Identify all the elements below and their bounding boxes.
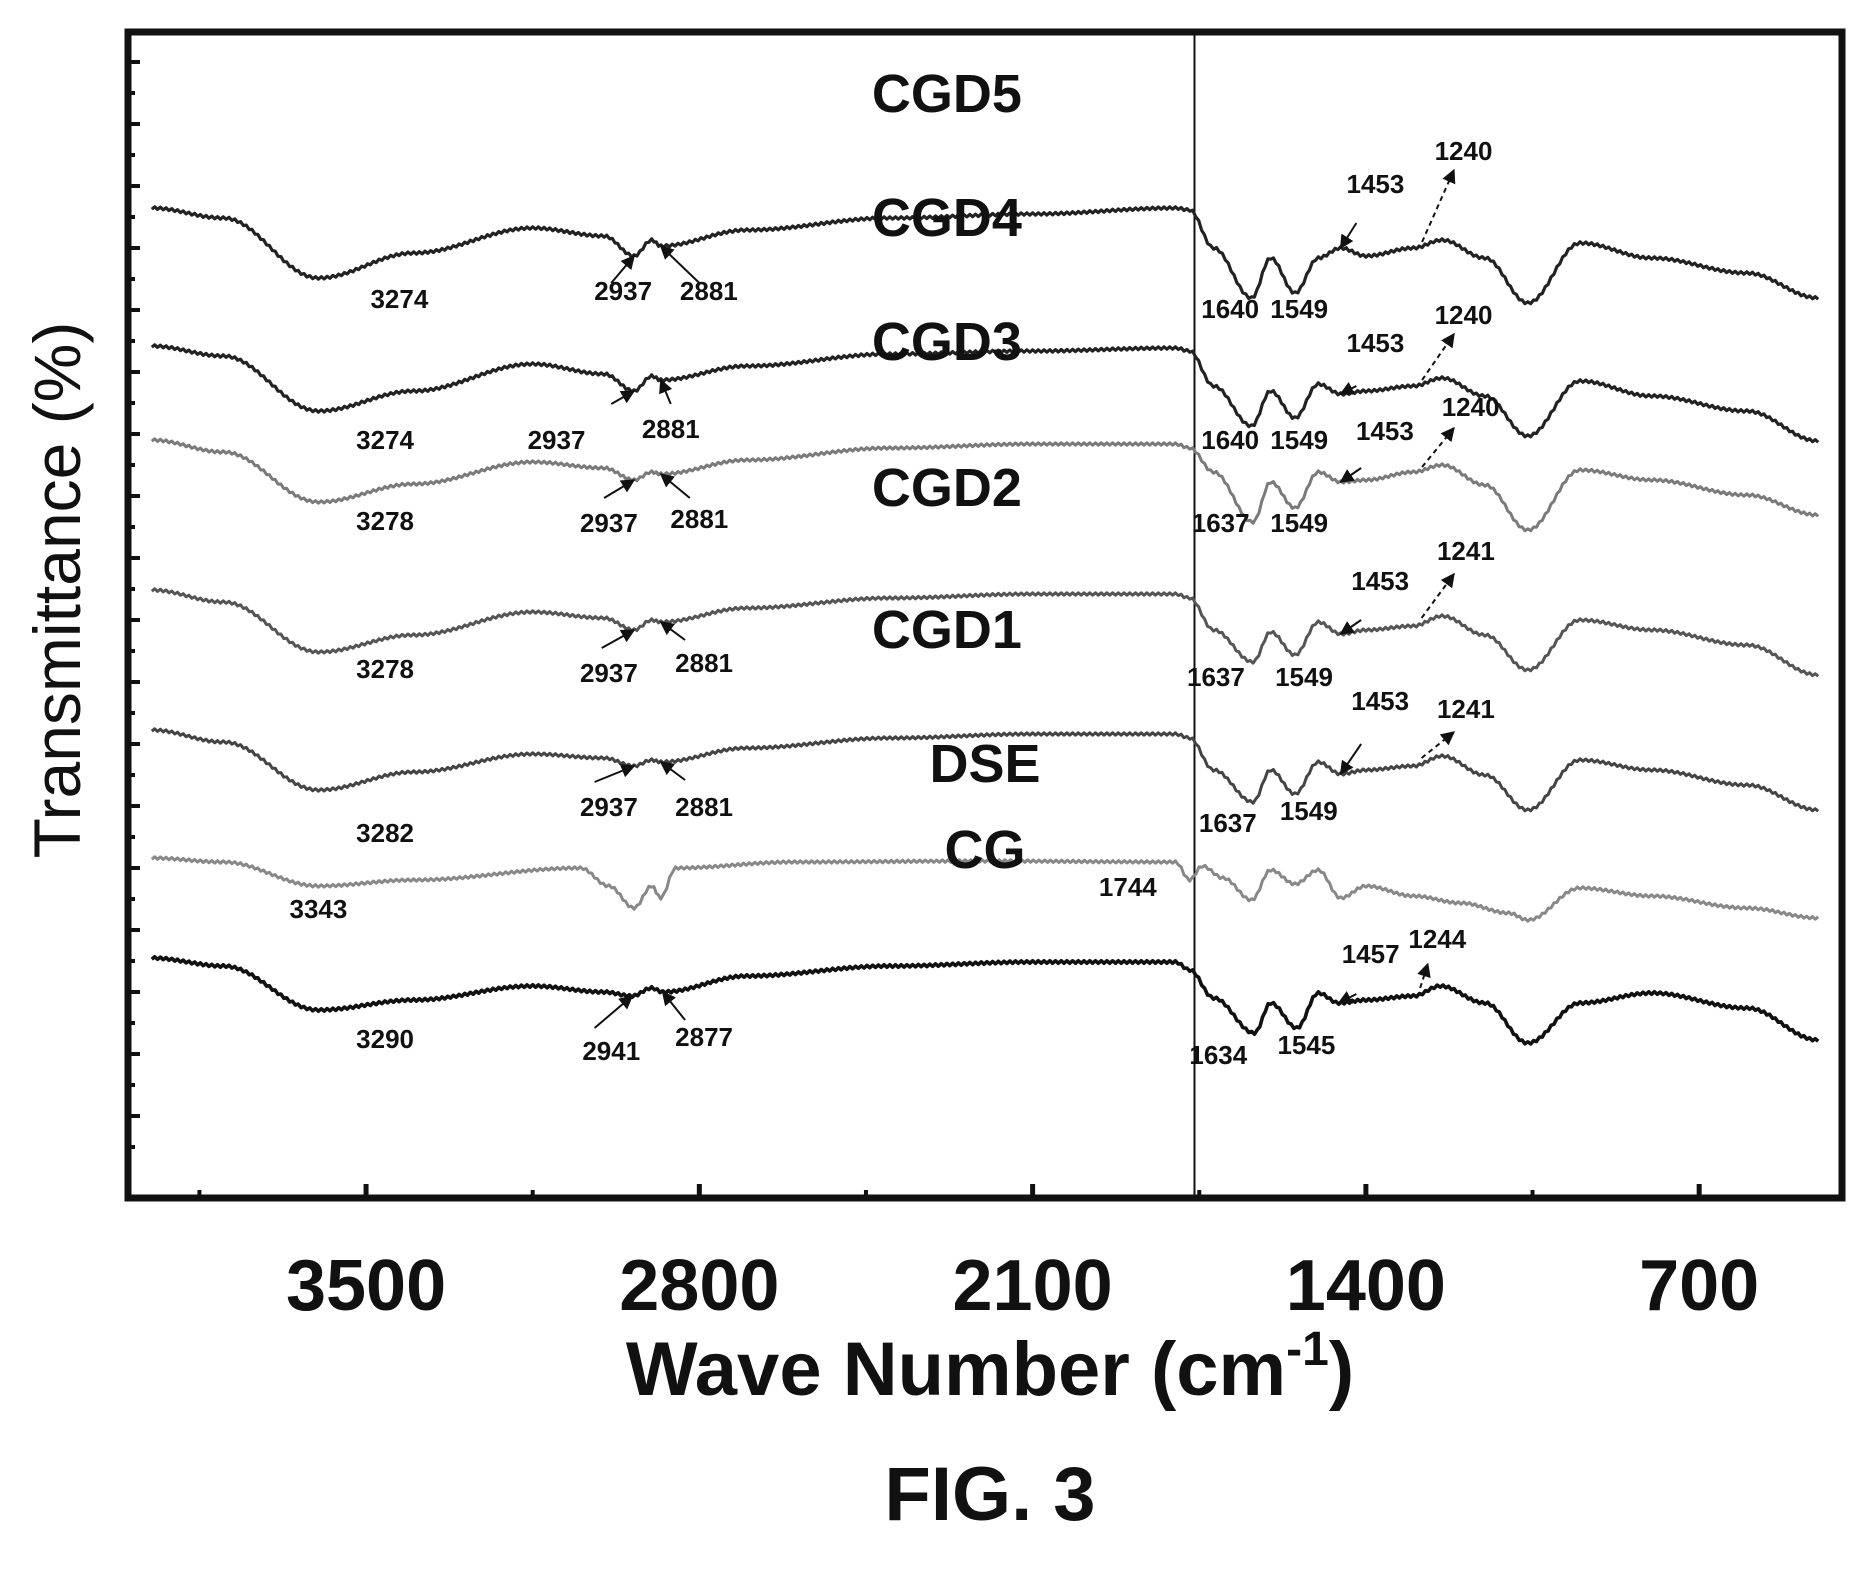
plot-frame <box>124 28 1846 1202</box>
peak-label: 2881 <box>680 276 738 306</box>
series-label-dse: DSE <box>929 734 1040 794</box>
peak-label: 1637 <box>1187 662 1245 692</box>
peak-arrow <box>1337 991 1357 1004</box>
series-line-dse <box>150 855 1820 923</box>
x-axis-label: Wave Number (cm-1) <box>626 1323 1354 1412</box>
peak-arrow <box>1420 731 1456 759</box>
series-layer <box>150 205 1820 1046</box>
peak-label: 2937 <box>580 508 638 538</box>
x-tick-label: 1400 <box>1286 1246 1446 1326</box>
peak-label: 2937 <box>580 792 638 822</box>
peak-arrow <box>659 473 691 499</box>
x-tick-label: 2800 <box>619 1246 779 1326</box>
peak-label: 1453 <box>1351 686 1409 716</box>
series-line-cgd4 <box>150 343 1820 444</box>
peak-label: 2937 <box>528 425 586 455</box>
plot-area <box>124 28 1846 1202</box>
peak-label: 1240 <box>1435 300 1493 330</box>
peak-arrow <box>603 479 636 499</box>
peak-label: 1637 <box>1199 808 1257 838</box>
x-axis-label-main: Wave Number (cm <box>626 1327 1286 1412</box>
peak-label: 1640 <box>1201 294 1259 324</box>
peak-label: 3343 <box>290 894 348 924</box>
series-line-cgd3 <box>150 437 1820 533</box>
peak-arrow <box>1339 467 1362 483</box>
series-label-cgd5: CGD5 <box>872 64 1022 124</box>
series-label-cgd2: CGD2 <box>872 458 1022 518</box>
peak-label: 1241 <box>1437 694 1495 724</box>
y-axis-label: Transmittance (%) <box>20 322 94 859</box>
peak-label: 2881 <box>670 504 728 534</box>
series-line-cgd2 <box>150 587 1820 678</box>
peak-label: 1240 <box>1442 392 1500 422</box>
peak-arrow <box>594 764 636 783</box>
peak-label: 2881 <box>675 792 733 822</box>
peak-label: 1549 <box>1270 508 1328 538</box>
series-label-cg: CG <box>945 820 1026 880</box>
series-label-cgd4: CGD4 <box>872 188 1022 248</box>
x-axis-label-close: ) <box>1329 1327 1354 1412</box>
axis-layer: 3500 2800 2100 1400 700 <box>128 60 1759 1326</box>
peak-arrow <box>601 629 636 649</box>
peak-label: 1634 <box>1189 1040 1247 1070</box>
peak-arrow <box>659 621 686 641</box>
peak-arrow <box>1339 743 1362 776</box>
peak-label: 1640 <box>1201 425 1259 455</box>
peak-arrow <box>1339 619 1362 635</box>
peak-label: 1457 <box>1342 939 1400 969</box>
series-line-cgd1 <box>150 727 1820 813</box>
peak-arrow <box>1421 168 1456 243</box>
series-line-cgd5 <box>150 205 1820 306</box>
peak-label: 1545 <box>1277 1030 1335 1060</box>
peak-label: 1453 <box>1346 328 1404 358</box>
x-tick-label: 2100 <box>953 1246 1113 1326</box>
peak-label: 2941 <box>582 1036 640 1066</box>
x-tick-label: 3500 <box>286 1246 446 1326</box>
series-label-cgd3: CGD3 <box>872 312 1022 372</box>
peak-arrow <box>610 254 636 284</box>
peak-label: 2877 <box>675 1022 733 1052</box>
peak-label: 3282 <box>356 818 414 848</box>
peak-label: 1453 <box>1346 169 1404 199</box>
peak-label: 1549 <box>1275 662 1333 692</box>
peak-label: 1549 <box>1280 796 1338 826</box>
peak-arrow <box>661 990 686 1021</box>
peak-arrow <box>1421 332 1455 381</box>
peak-arrow <box>610 390 636 405</box>
x-tick-label: 700 <box>1639 1246 1759 1326</box>
peak-arrow <box>659 761 686 781</box>
peak-label: 3278 <box>356 654 414 684</box>
peak-label: 3274 <box>356 425 414 455</box>
peak-label: 1244 <box>1408 924 1466 954</box>
peak-label: 2937 <box>594 276 652 306</box>
peak-label: 1240 <box>1435 136 1493 166</box>
peak-label: 1453 <box>1351 566 1409 596</box>
peak-label: 2937 <box>580 658 638 688</box>
annotation-layer: 3274 2937 2881 1640 1549 1453 1240 3274 2937 2881… <box>290 64 1500 1070</box>
series-line-cg <box>150 955 1820 1046</box>
peak-label: 1744 <box>1099 872 1157 902</box>
peak-label: 1549 <box>1270 425 1328 455</box>
peak-arrow <box>593 995 634 1029</box>
peak-label: 3278 <box>356 506 414 536</box>
peak-arrow <box>1420 572 1455 619</box>
peak-label: 1453 <box>1356 416 1414 446</box>
peak-arrow <box>1339 222 1358 250</box>
figure-caption: FIG. 3 <box>884 1452 1095 1537</box>
peak-label: 1637 <box>1192 508 1250 538</box>
x-axis-label-sup: -1 <box>1286 1323 1329 1376</box>
peak-arrow <box>1339 382 1357 395</box>
peak-arrow <box>1421 426 1455 468</box>
peak-label: 2881 <box>642 414 700 444</box>
series-label-cgd1: CGD1 <box>872 600 1022 660</box>
peak-arrow <box>659 245 701 284</box>
peak-label: 3274 <box>370 284 428 314</box>
peak-label: 2881 <box>675 648 733 678</box>
peak-label: 3290 <box>356 1024 414 1054</box>
peak-label: 1241 <box>1437 536 1495 566</box>
peak-label: 1549 <box>1270 294 1328 324</box>
peak-arrow <box>1417 962 1431 989</box>
peak-arrow <box>659 378 673 405</box>
